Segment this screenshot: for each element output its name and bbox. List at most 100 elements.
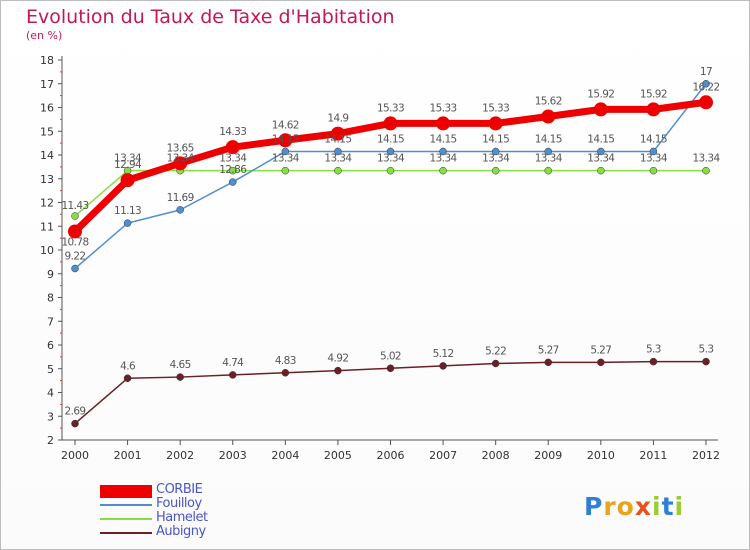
data-point-fouilloy [597, 147, 605, 156]
data-label-hamelet: 13.34 [272, 153, 300, 165]
data-label-corbie: 13.65 [167, 142, 194, 154]
data-label-fouilloy: 14.15 [324, 133, 351, 145]
data-label-aubigny: 4.74 [222, 357, 244, 369]
data-point-aubigny [176, 373, 184, 381]
data-point-corbie [173, 156, 188, 171]
legend-label: Hamelet [156, 510, 208, 525]
data-label-fouilloy: 9.22 [65, 251, 86, 263]
x-tick-label: 2001 [114, 449, 142, 462]
data-point-aubigny [281, 369, 290, 377]
data-point-fouilloy [649, 147, 658, 156]
data-point-corbie [541, 109, 556, 124]
y-tick-label: 16 [40, 102, 54, 115]
data-label-hamelet: 13.34 [219, 153, 247, 165]
data-label-fouilloy: 14.15 [535, 133, 562, 145]
chart-title: Evolution du Taux de Taxe d'Habitation [26, 6, 395, 28]
logo-letter: i [652, 492, 662, 521]
data-label-fouilloy: 14.15 [377, 133, 404, 145]
data-label-corbie: 15.33 [377, 102, 404, 114]
legend-label: Aubigny [156, 524, 206, 539]
data-point-hamelet [597, 166, 605, 175]
data-point-aubigny [649, 357, 658, 366]
data-label-hamelet: 13.34 [324, 153, 352, 165]
data-point-corbie [383, 116, 398, 131]
legend-swatch [100, 504, 152, 506]
y-tick-label: 15 [40, 125, 54, 138]
data-label-fouilloy: 14.15 [482, 133, 509, 145]
data-label-hamelet: 11.43 [61, 200, 88, 212]
legend-swatch [100, 518, 152, 520]
data-point-aubigny [597, 358, 605, 367]
y-tick-label: 17 [40, 78, 54, 91]
data-label-corbie: 15.92 [587, 88, 614, 100]
y-tick-label: 7 [47, 315, 54, 328]
data-point-hamelet [491, 166, 500, 175]
y-tick-label: 8 [47, 292, 54, 305]
data-point-fouilloy [71, 264, 79, 273]
data-label-fouilloy: 11.69 [167, 192, 194, 204]
x-tick-label: 2009 [534, 449, 562, 462]
data-label-corbie: 14.62 [272, 119, 299, 131]
data-label-corbie: 16.22 [692, 81, 719, 93]
data-point-hamelet [334, 166, 342, 175]
y-tick-label: 9 [47, 268, 54, 281]
data-label-corbie: 15.33 [430, 102, 457, 114]
data-point-hamelet [281, 166, 290, 175]
data-point-fouilloy [386, 147, 395, 156]
data-label-hamelet: 13.34 [640, 153, 668, 165]
data-label-fouilloy: 14.15 [587, 133, 614, 145]
data-point-corbie [330, 126, 345, 141]
data-point-aubigny [334, 366, 342, 375]
y-tick-label: 11 [40, 220, 54, 233]
data-point-fouilloy [176, 206, 184, 214]
data-point-hamelet [71, 212, 79, 220]
data-label-hamelet: 13.34 [535, 153, 563, 165]
logo-letter: i [674, 492, 685, 521]
y-tick-label: 5 [47, 363, 54, 376]
data-point-fouilloy [439, 147, 447, 156]
data-label-fouilloy: 17 [700, 66, 712, 78]
data-label-hamelet: 13.34 [430, 153, 458, 165]
legend-label: Fouilloy [156, 496, 202, 511]
data-point-corbie [120, 173, 135, 188]
x-tick-label: 2004 [271, 449, 299, 462]
x-tick-label: 2005 [324, 449, 352, 462]
x-tick-label: 2010 [587, 449, 615, 462]
data-point-aubigny [544, 358, 552, 367]
y-tick-label: 14 [40, 149, 54, 162]
data-label-aubigny: 4.92 [327, 353, 348, 365]
data-label-corbie: 15.33 [482, 102, 509, 114]
data-point-hamelet [544, 166, 552, 175]
y-tick-label: 2 [47, 434, 54, 447]
data-label-aubigny: 5.27 [538, 344, 559, 356]
data-label-aubigny: 4.83 [275, 355, 296, 367]
data-label-aubigny: 5.12 [433, 348, 454, 360]
y-tick-label: 13 [40, 173, 54, 186]
legend-swatch [100, 532, 152, 534]
data-point-aubigny [491, 359, 500, 368]
legend-label: CORBIE [156, 482, 203, 497]
data-point-corbie [699, 95, 713, 110]
data-point-aubigny [702, 357, 710, 366]
data-point-fouilloy [281, 147, 290, 156]
data-point-fouilloy [491, 147, 500, 156]
data-label-corbie: 12.94 [114, 159, 142, 171]
chart-subtitle: (en %) [26, 29, 63, 42]
data-point-corbie [436, 116, 451, 131]
data-point-corbie [225, 140, 240, 155]
data-label-fouilloy: 14.15 [272, 133, 299, 145]
y-tick-label: 12 [40, 197, 54, 210]
y-tick-label: 6 [47, 339, 54, 352]
data-label-hamelet: 13.34 [377, 153, 405, 165]
data-point-hamelet [229, 166, 237, 175]
legend-swatch [100, 484, 152, 498]
x-tick-label: 2007 [429, 449, 457, 462]
data-point-fouilloy [229, 178, 237, 186]
data-label-aubigny: 5.22 [485, 346, 506, 358]
data-point-aubigny [229, 371, 237, 379]
data-label-corbie: 15.62 [535, 96, 562, 108]
data-label-fouilloy: 14.15 [430, 133, 457, 145]
data-label-aubigny: 4.6 [120, 360, 136, 372]
